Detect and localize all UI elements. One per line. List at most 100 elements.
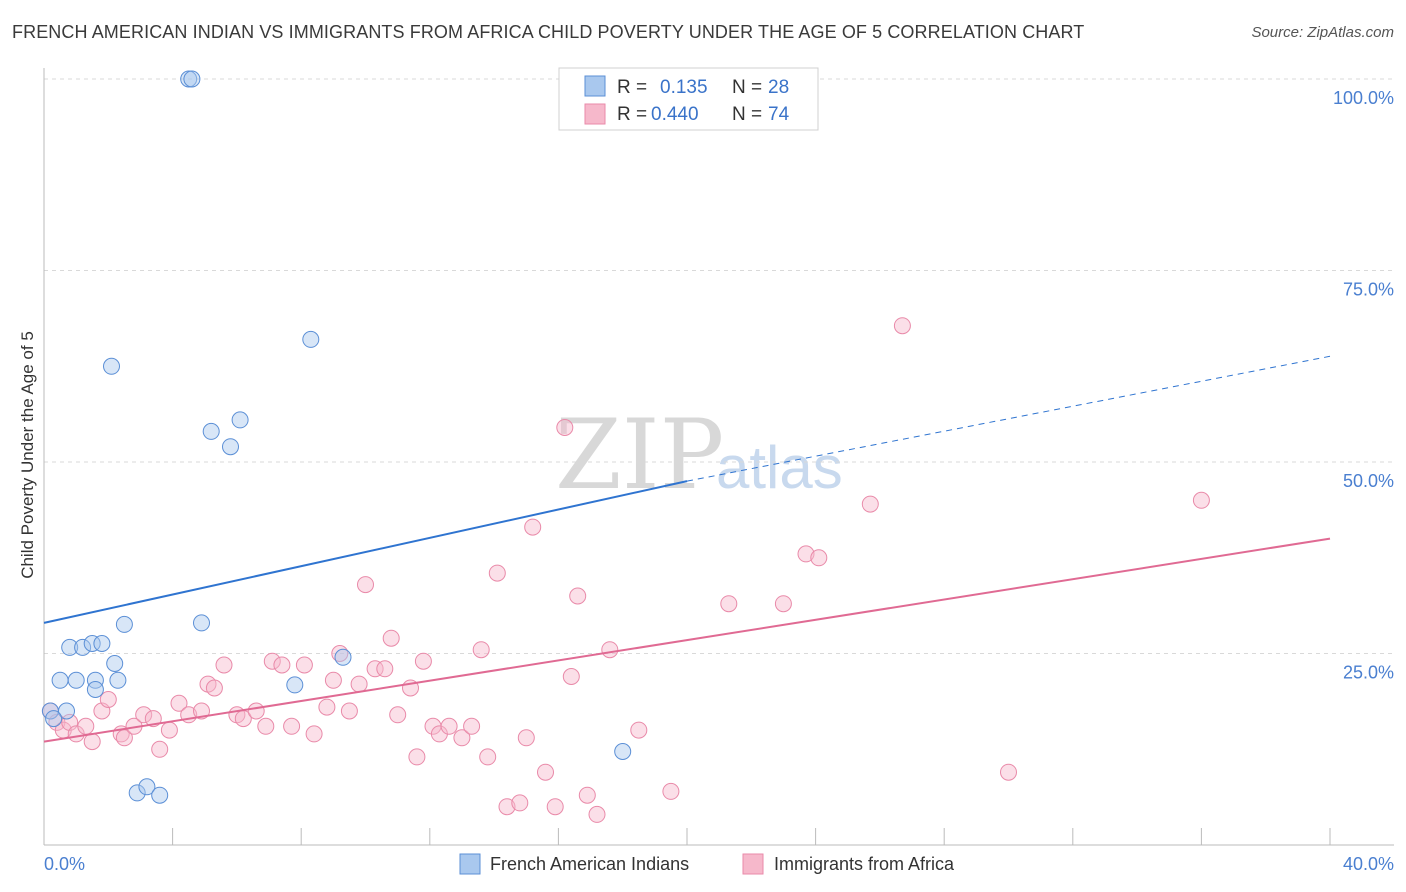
series-immigrants-from-africa <box>41 317 1210 823</box>
y-tick-labels: 25.0% 50.0% 75.0% 100.0% <box>1333 88 1394 683</box>
pink-point-20 <box>205 679 223 697</box>
pink-point-36 <box>357 576 374 594</box>
pink-point-49 <box>472 641 490 659</box>
pink-point-35 <box>350 675 368 693</box>
blue-point-26 <box>334 648 352 666</box>
pink-point-69 <box>810 549 828 567</box>
pink-point-13 <box>144 710 162 728</box>
blue-point-1 <box>58 702 75 720</box>
pink-point-5 <box>77 717 95 735</box>
stats-n-label-blue: N = <box>732 77 762 98</box>
blue-point-9 <box>86 671 104 689</box>
blue-point-6 <box>74 638 92 656</box>
legend-swatch-blue <box>459 853 481 875</box>
pink-point-70 <box>861 495 879 513</box>
x-tick-labels: 0.0% 40.0% <box>44 854 1394 874</box>
pink-point-50 <box>479 748 497 766</box>
legend: French American Indians Immigrants from … <box>459 853 955 875</box>
pink-point-66 <box>720 595 738 613</box>
pink-point-62 <box>588 805 606 823</box>
pink-point-27 <box>273 656 291 674</box>
pink-point-57 <box>546 798 564 816</box>
stats-r-value-blue: 0.135 <box>660 77 708 98</box>
pink-point-58 <box>556 419 574 436</box>
pink-point-34 <box>340 702 358 720</box>
stats-box: R = 0.135 N = 28 R = 0.440 N = 74 <box>558 67 819 131</box>
blue-point-17 <box>151 786 169 804</box>
pink-point-54 <box>517 729 535 747</box>
pink-point-6 <box>83 733 101 751</box>
pink-point-47 <box>453 729 471 747</box>
blue-point-23 <box>231 411 249 429</box>
pink-point-37 <box>366 660 384 678</box>
pink-point-56 <box>537 763 554 781</box>
blue-trend-extension <box>686 355 1331 482</box>
blue-point-19 <box>183 70 201 88</box>
pink-point-67 <box>774 595 792 613</box>
watermark-zip: ZIP <box>555 399 724 511</box>
pink-point-12 <box>135 706 153 724</box>
pink-point-60 <box>569 587 587 605</box>
pink-point-64 <box>630 721 648 739</box>
blue-point-5 <box>67 671 85 689</box>
blue-point-13 <box>115 615 133 633</box>
legend-label-immigrants-from-africa: Immigrants from Africa <box>774 854 955 874</box>
x-tick-label-min: 0.0% <box>44 854 85 874</box>
blue-point-20 <box>193 614 210 632</box>
pink-point-38 <box>376 660 394 678</box>
pink-point-30 <box>305 725 323 743</box>
pink-point-53 <box>511 794 529 812</box>
blue-point-22 <box>222 438 239 456</box>
legend-label-french-american-indians: French American Indians <box>490 854 689 874</box>
blue-point-2 <box>45 710 63 728</box>
y-tick-label-50: 50.0% <box>1343 471 1394 491</box>
y-tick-label-75: 75.0% <box>1343 280 1394 300</box>
stats-n-value-pink: 74 <box>768 104 790 125</box>
blue-point-4 <box>61 638 79 656</box>
pink-point-51 <box>488 564 506 582</box>
stats-swatch-pink <box>584 103 606 125</box>
x-tick-label-max: 40.0% <box>1343 854 1394 874</box>
pink-point-72 <box>1000 763 1017 781</box>
pink-point-65 <box>662 782 680 800</box>
pink-point-55 <box>524 518 542 536</box>
blue-point-24 <box>286 676 304 694</box>
pink-point-32 <box>324 671 342 689</box>
pink-point-63 <box>601 641 619 659</box>
pink-trend-line <box>43 537 1331 743</box>
blue-point-11 <box>106 655 124 672</box>
pink-point-25 <box>257 717 275 735</box>
pink-point-15 <box>160 721 178 739</box>
blue-point-25 <box>302 330 320 348</box>
legend-swatch-pink <box>742 853 764 875</box>
stats-swatch-blue <box>584 75 606 97</box>
stats-r-label-pink: R = <box>617 104 647 125</box>
y-tick-label-100: 100.0% <box>1333 88 1394 108</box>
blue-point-10 <box>86 681 104 698</box>
blue-point-8 <box>93 635 111 652</box>
pink-point-59 <box>562 668 580 685</box>
trend-lines <box>43 355 1331 743</box>
pink-point-29 <box>295 656 313 674</box>
pink-point-52 <box>498 798 516 816</box>
pink-point-42 <box>408 748 426 766</box>
pink-point-46 <box>440 717 458 735</box>
blue-point-14 <box>103 357 120 375</box>
stats-r-label-blue: R = <box>617 77 647 98</box>
y-tick-label-25: 25.0% <box>1343 663 1394 683</box>
blue-point-7 <box>83 635 101 652</box>
stats-r-value-pink: 0.440 <box>651 104 699 125</box>
pink-point-68 <box>797 545 815 563</box>
blue-point-27 <box>614 743 632 760</box>
pink-point-28 <box>283 717 301 735</box>
source-credit: Source: ZipAtlas.com <box>1251 24 1394 41</box>
pink-point-61 <box>578 786 596 804</box>
blue-point-16 <box>138 778 156 796</box>
pink-point-43 <box>414 652 432 670</box>
pink-point-48 <box>463 717 481 735</box>
pink-point-16 <box>170 694 188 712</box>
blue-point-3 <box>51 671 69 689</box>
chart-title: FRENCH AMERICAN INDIAN VS IMMIGRANTS FRO… <box>12 22 1085 42</box>
blue-point-21 <box>202 422 220 440</box>
